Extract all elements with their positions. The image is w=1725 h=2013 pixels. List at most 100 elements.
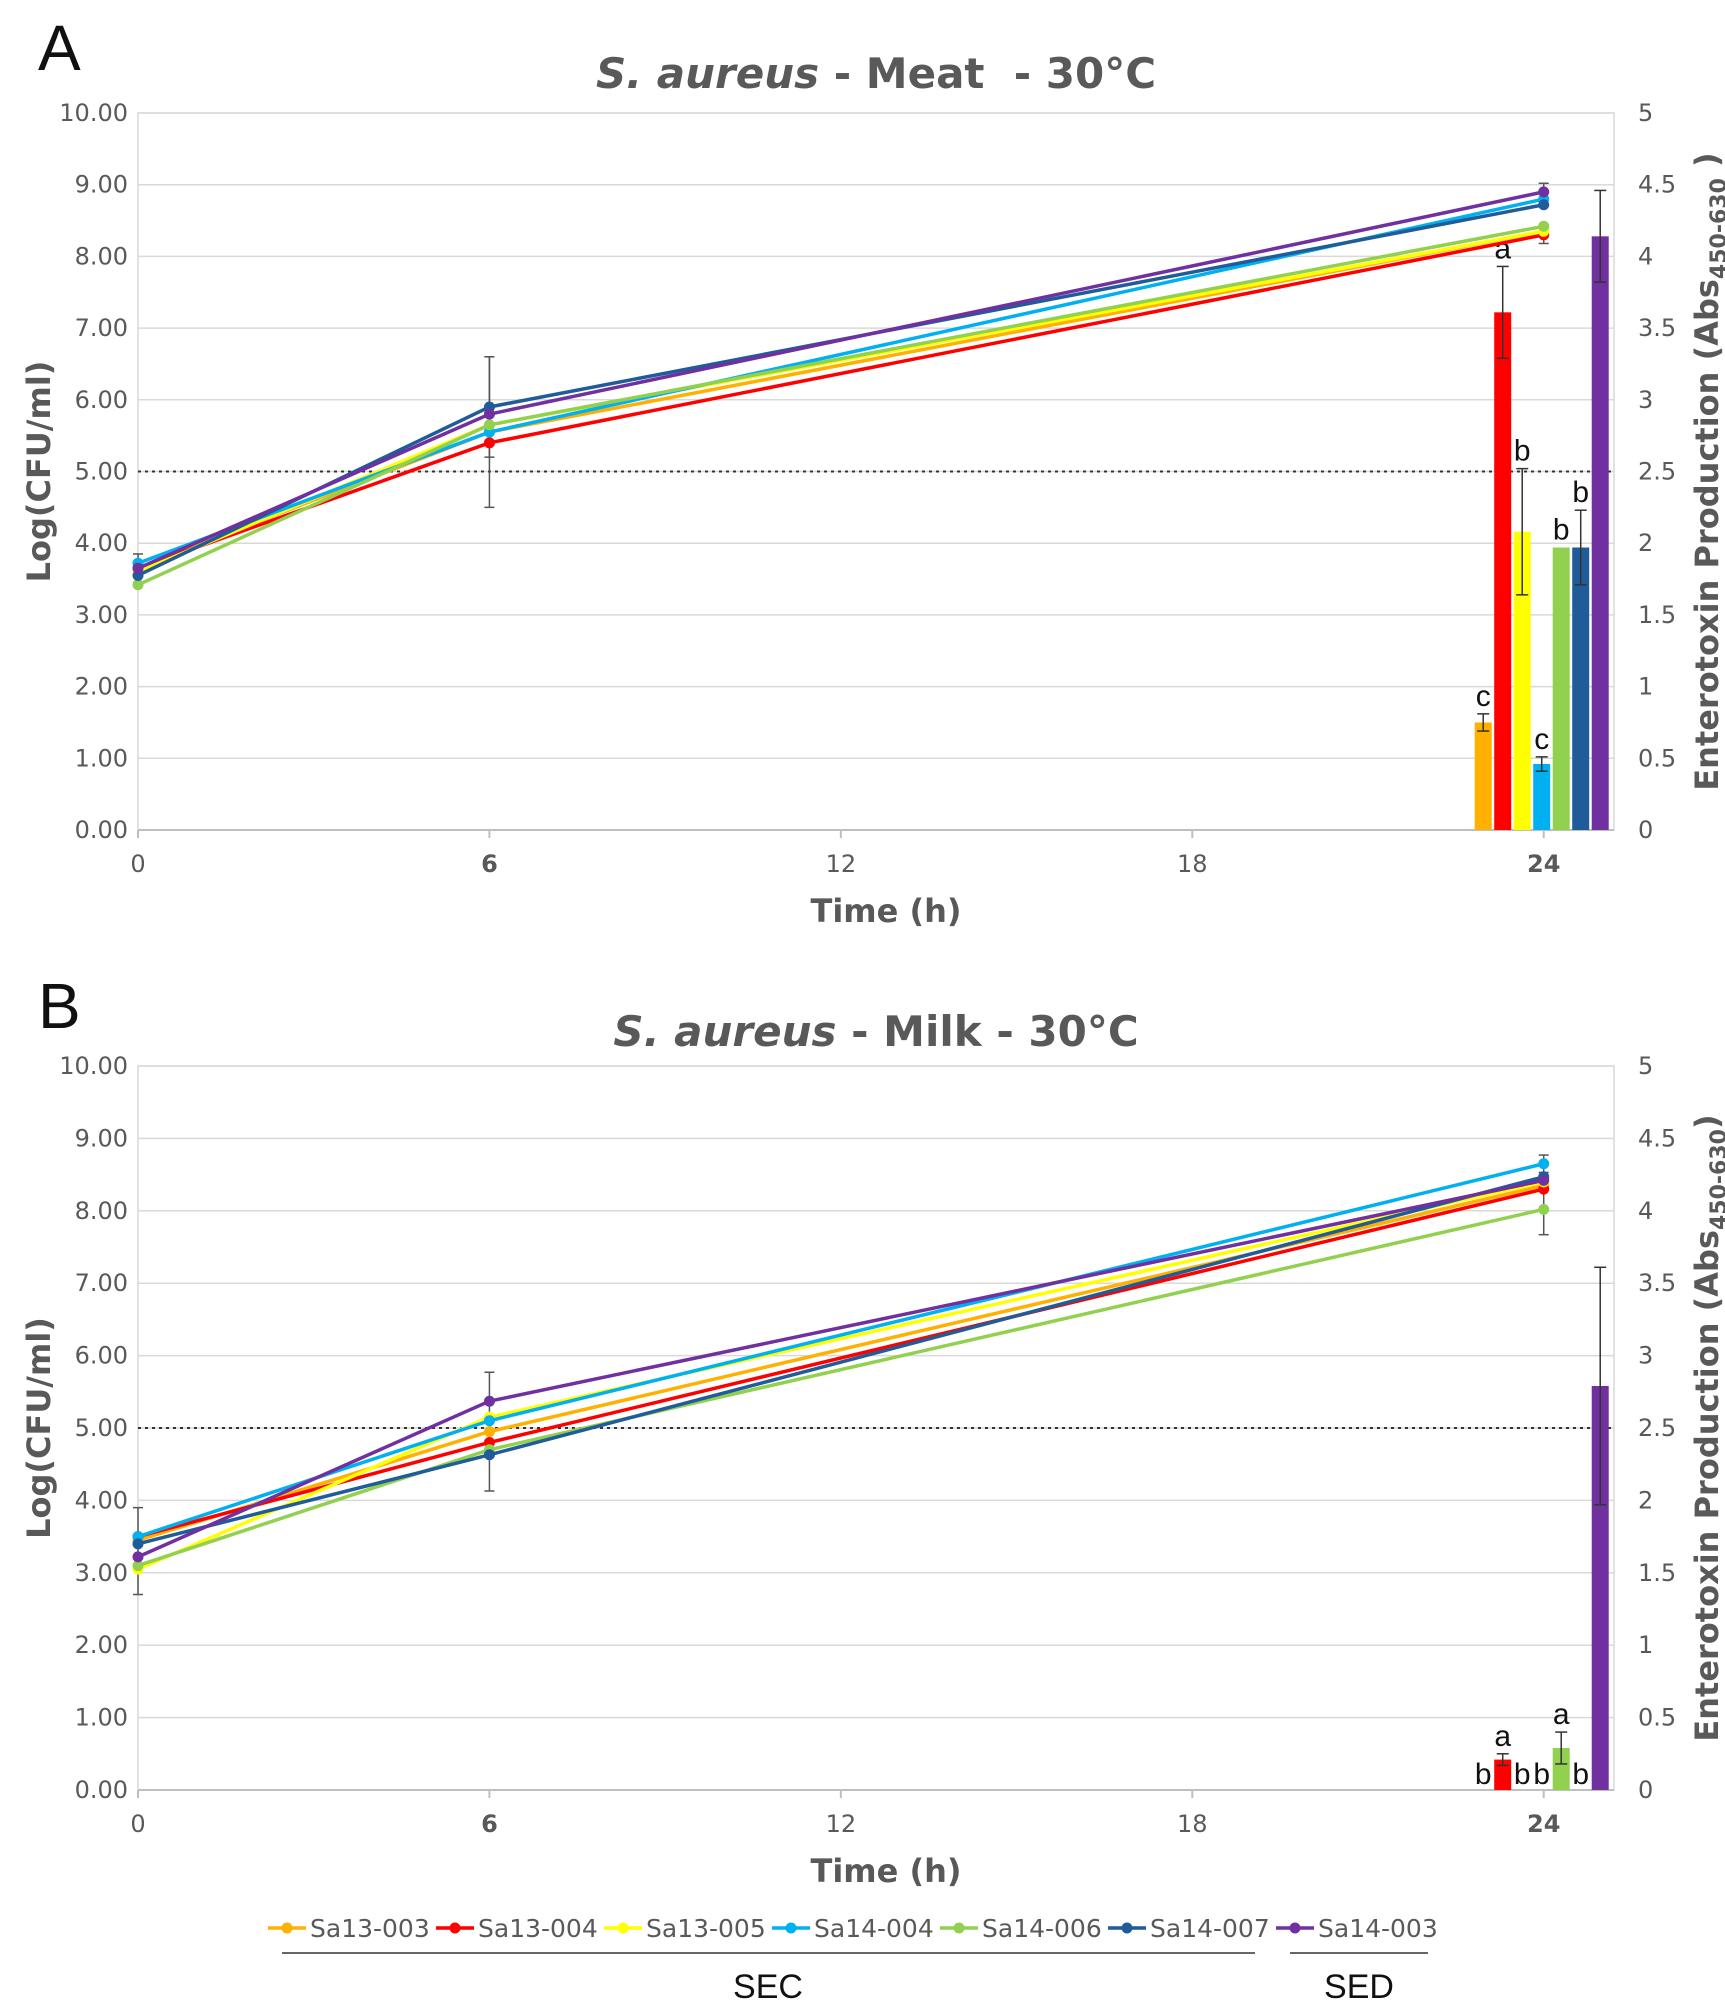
panel-letter: A [38, 12, 81, 84]
y-tick-label: 1.00 [75, 744, 128, 772]
data-point-sa14-003 [483, 408, 495, 420]
group-label-sec: SEC [733, 1968, 803, 2006]
group-label-sed: SED [1324, 1968, 1394, 2006]
series-line-sa14-007 [137, 203, 1545, 578]
bar-significance-label: b [1475, 1758, 1492, 1791]
bar-significance-label: a [1494, 1720, 1511, 1753]
y2-tick-label: 0 [1638, 1776, 1653, 1804]
bar-sa14-004 [1533, 764, 1551, 830]
y2-tick-label: 1 [1638, 1631, 1653, 1659]
y-tick-label: 8.00 [75, 242, 128, 270]
series-line-sa14-007 [137, 1175, 1545, 1546]
legend-item-label: Sa14-004 [814, 1914, 934, 1943]
y2-tick-label: 0.5 [1638, 1704, 1676, 1732]
y-tick-label: 5.00 [75, 458, 128, 486]
y-tick-label: 0.00 [75, 1776, 128, 1804]
bar-sa13-003 [1474, 722, 1492, 830]
y2-tick-label: 2 [1638, 1486, 1653, 1514]
y2-tick-label: 0 [1638, 816, 1653, 844]
x-tick-label: 24 [1527, 850, 1560, 878]
legend-item-label: Sa14-003 [1318, 1914, 1438, 1943]
bar-significance-label: c [1534, 723, 1549, 756]
legend-swatch-marker [449, 1922, 461, 1934]
series-line-sa14-003 [137, 190, 1545, 570]
y-tick-label: 9.00 [75, 1124, 128, 1152]
legend-item-label: Sa13-004 [478, 1914, 598, 1943]
legend-item-label: Sa14-006 [982, 1914, 1102, 1943]
series-line-sa14-006 [137, 224, 1545, 587]
y-tick-label: 2.00 [75, 673, 128, 701]
y2-tick-label: 1 [1638, 673, 1653, 701]
legend-swatch-marker [785, 1922, 797, 1934]
y2-tick-label: 3 [1638, 1342, 1653, 1370]
y2-label-main: Enterotoxin Production (Abs [1688, 279, 1725, 791]
x-tick-label: 24 [1527, 1810, 1560, 1838]
data-point-sa14-006 [132, 579, 144, 591]
series-line-sa14-006 [137, 1207, 1545, 1568]
y2-tick-label: 3 [1638, 386, 1653, 414]
legend-item-label: Sa14-007 [1150, 1914, 1270, 1943]
series-line-sa13-005 [137, 229, 1545, 574]
x-tick-label: 18 [1177, 1810, 1208, 1838]
chart-panel-a: A S. aureus - Meat - 30°C 0.00 1.00 2.00 3.00… [20, 12, 1725, 930]
y2-tick-label: 2.5 [1638, 458, 1676, 486]
legend: Sa13-003 Sa13-004 Sa13-005 Sa14-004 Sa14-006… [268, 1914, 1438, 2006]
x-tick-label: 0 [130, 1810, 145, 1838]
y-tick-label: 2.00 [75, 1631, 128, 1659]
bar-significance-label: b [1514, 1758, 1531, 1791]
y2-tick-label: 1.5 [1638, 601, 1676, 629]
legend-swatch-marker [281, 1922, 293, 1934]
panel-letter: B [38, 970, 81, 1042]
y-tick-label: 1.00 [75, 1704, 128, 1732]
data-point-sa14-004 [1538, 1158, 1550, 1170]
y-tick-label: 0.00 [75, 816, 128, 844]
y2-label-end: ) [1688, 152, 1725, 178]
x-tick-label: 12 [826, 850, 857, 878]
y-tick-label: 7.00 [75, 314, 128, 342]
chart-panel-b: B S. aureus - Milk - 30°C 0.00 1.00 2.00 3.00… [20, 970, 1725, 1890]
y2-label-end: ) [1688, 1114, 1725, 1129]
bar-significance-label: b [1533, 1758, 1550, 1791]
y2-tick-label: 5 [1638, 99, 1653, 127]
legend-item-label: Sa13-003 [310, 1914, 430, 1943]
data-point-sa13-004 [483, 437, 495, 449]
y2-tick-label: 0.5 [1638, 744, 1676, 772]
y2-tick-label: 5 [1638, 1052, 1653, 1080]
title-species: S. aureus [613, 1007, 836, 1056]
data-point-sa14-003 [132, 1551, 144, 1563]
bar-sa14-006 [1552, 547, 1570, 830]
legend-swatch-marker [1121, 1922, 1133, 1934]
title-species: S. aureus [596, 49, 819, 98]
data-point-sa13-003 [483, 1426, 495, 1438]
x-axis-label: Time (h) [810, 1852, 961, 1890]
data-point-sa14-006 [1538, 1203, 1550, 1215]
data-point-sa14-006 [132, 1560, 144, 1572]
y-tick-label: 8.00 [75, 1197, 128, 1225]
legend-swatch-marker [953, 1922, 965, 1934]
x-axis-label: Time (h) [810, 892, 961, 930]
bar-sa13-004 [1494, 312, 1512, 830]
legend-swatch-marker [617, 1922, 629, 1934]
y2-tick-label: 2 [1638, 529, 1653, 557]
data-point-sa14-007 [483, 1449, 495, 1461]
bar-sa14-003 [1591, 1386, 1609, 1790]
y2-label-subscript: 450-630 [1707, 178, 1725, 279]
series-line-sa14-004 [137, 197, 1545, 565]
y-tick-label: 10.00 [59, 1052, 128, 1080]
series-line-sa13-004 [137, 233, 1545, 570]
title-condition: - Milk - 30°C [837, 1007, 1139, 1056]
x-tick-label: 6 [481, 1810, 498, 1838]
data-point-sa14-003 [483, 1395, 495, 1407]
chart-title: S. aureus - Milk - 30°C [613, 1007, 1138, 1056]
bar-significance-label: a [1553, 1698, 1570, 1731]
data-point-sa14-003 [132, 562, 144, 574]
data-point-sa14-003 [1538, 1174, 1550, 1186]
y2-tick-label: 4.5 [1638, 171, 1676, 199]
legend-swatch-marker [1289, 1922, 1301, 1934]
y-tick-label: 3.00 [75, 1559, 128, 1587]
title-condition: - Meat - 30°C [819, 49, 1156, 98]
data-point-sa14-004 [483, 1415, 495, 1427]
y2-axis-label: Enterotoxin Production (Abs450-630) [1688, 1114, 1725, 1741]
